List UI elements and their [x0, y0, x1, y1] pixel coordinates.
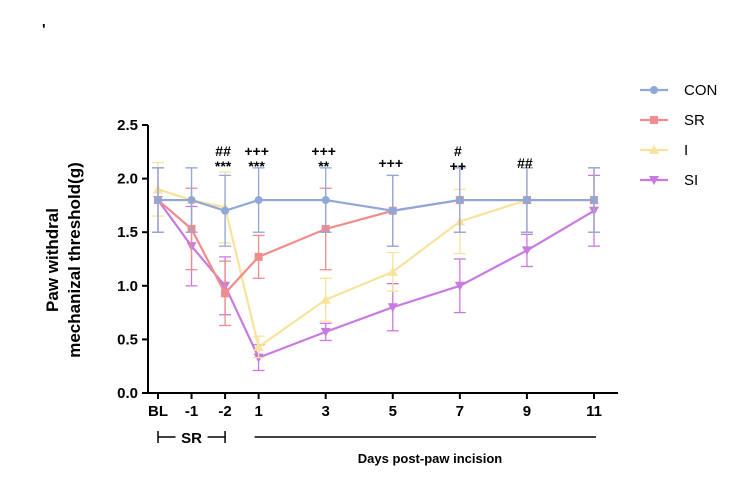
- significance-mark: +++: [311, 143, 336, 159]
- data-point: [522, 196, 531, 205]
- x-tick-label: 5: [389, 403, 397, 420]
- series-layer: [152, 161, 600, 372]
- data-point: [454, 281, 465, 291]
- y-axis-label-line-2: mechanizal threshold(g): [65, 162, 84, 358]
- legend-marker: [650, 116, 658, 124]
- panel-mark: ': [42, 21, 46, 38]
- data-point: [387, 303, 398, 313]
- series-i: [152, 161, 600, 359]
- data-point: [253, 341, 264, 351]
- significance-mark: ***: [215, 158, 232, 174]
- data-point: [388, 206, 397, 215]
- data-point: [187, 196, 196, 205]
- significance-mark: ++: [450, 158, 466, 174]
- legend-item-con: CON: [640, 82, 717, 99]
- significance-mark: +++: [244, 143, 269, 159]
- y-tick-label: 1.0: [117, 278, 138, 295]
- data-point: [320, 294, 331, 304]
- y-tick-label: 0.5: [117, 331, 138, 348]
- y-tick-label: 0.0: [117, 385, 138, 402]
- data-point: [320, 327, 331, 337]
- series-con: [152, 167, 600, 247]
- legend-item-i: I: [640, 142, 688, 159]
- legend-label: SR: [684, 112, 705, 129]
- x-tick-label: 9: [523, 403, 531, 420]
- data-point: [455, 196, 464, 205]
- data-point: [221, 206, 230, 215]
- x-axis-label: Days post-paw incision: [358, 451, 503, 466]
- significance-mark: ***: [248, 158, 265, 174]
- sr-label-bg: [175, 428, 208, 446]
- x-tick-label: 1: [254, 403, 262, 420]
- y-axis-label-line-1: Paw withdral: [43, 208, 62, 312]
- significance-mark: #: [454, 143, 462, 159]
- legend: CON SR I SI: [640, 82, 717, 189]
- legend-marker: [649, 176, 659, 185]
- legend-item-sr: SR: [640, 112, 705, 129]
- legend-marker: [649, 145, 659, 154]
- legend-item-si: SI: [640, 172, 698, 189]
- x-tick-label: 7: [456, 403, 464, 420]
- data-point: [521, 246, 532, 256]
- x-tick-label: -1: [185, 403, 198, 420]
- timeline-markers: SR: [157, 428, 596, 447]
- significance-mark: +++: [379, 155, 404, 171]
- y-tick-label: 2.0: [117, 171, 138, 188]
- significance-annotations: ##***+++***+++** +++#++ ##: [215, 143, 533, 174]
- legend-label: I: [684, 142, 688, 159]
- data-point: [321, 196, 330, 205]
- data-point: [590, 196, 598, 205]
- series-si: [152, 167, 600, 372]
- x-tick-label: -2: [218, 403, 231, 420]
- data-point: [221, 289, 230, 298]
- data-point: [154, 196, 162, 205]
- significance-mark: ##: [215, 143, 231, 159]
- x-tick-label: BL: [148, 403, 168, 420]
- axes: 0.0 0.5 1.0 1.5 2.0 2.5 BL -1 -2 1 3 5 7 9 11: [117, 117, 618, 420]
- significance-mark: **: [318, 158, 329, 174]
- data-point: [254, 196, 263, 205]
- x-tick-label: 3: [322, 403, 330, 420]
- legend-marker: [650, 86, 658, 94]
- data-point: [254, 252, 263, 261]
- y-tick-label: 2.5: [117, 117, 138, 134]
- sr-label: SR: [181, 430, 202, 447]
- x-tick-label: 11: [586, 403, 602, 420]
- y-tick-label: 1.5: [117, 224, 138, 241]
- legend-label: SI: [684, 172, 698, 189]
- legend-label: CON: [684, 82, 717, 99]
- data-point: [387, 266, 398, 276]
- significance-mark: ##: [517, 155, 533, 171]
